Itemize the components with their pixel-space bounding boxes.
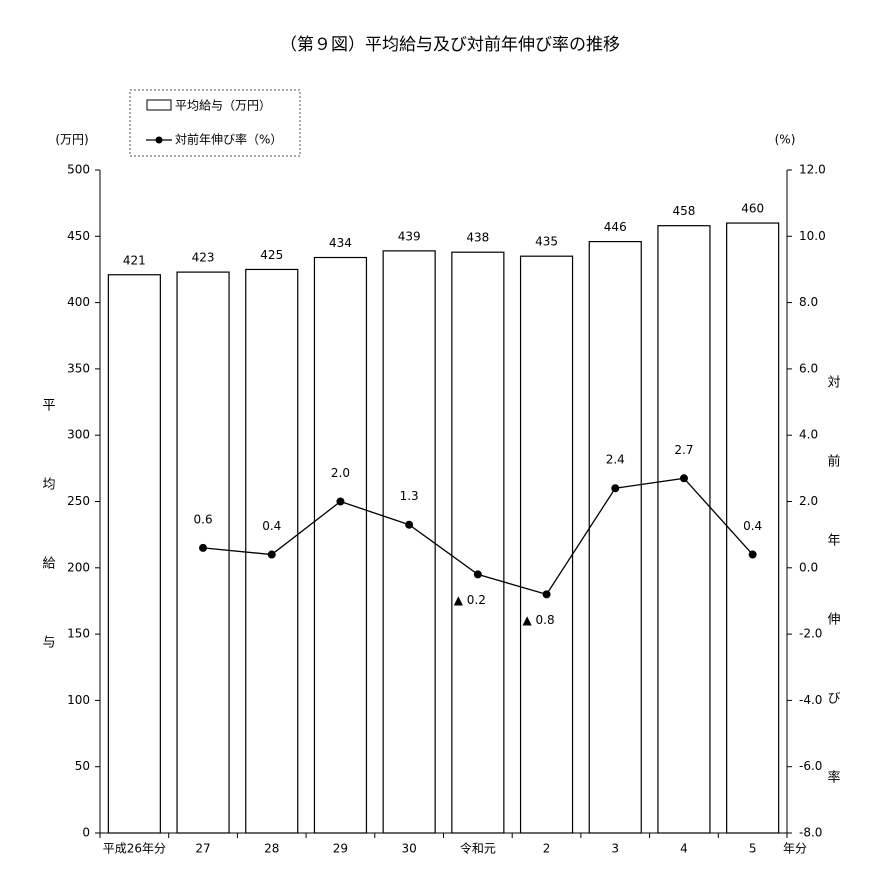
x-tick-label: 平成26年分 [103, 842, 166, 856]
point-label: 0.4 [262, 519, 281, 533]
line-point [542, 590, 551, 599]
point-label: 1.3 [400, 489, 419, 503]
line-point [267, 550, 276, 559]
point-label: ▲ 0.8 [522, 613, 554, 627]
bar [451, 251, 505, 834]
x-tick-label: 27 [195, 842, 210, 856]
y2-tick-label: 4.0 [799, 428, 818, 442]
legend-box [129, 89, 301, 157]
bar-label: 425 [260, 248, 283, 262]
y2-tick-label: -4.0 [799, 693, 822, 707]
y-tick-label: 250 [67, 494, 90, 508]
x-tick-label: 4 [680, 842, 688, 856]
bar-label: 438 [466, 231, 489, 245]
bar [176, 271, 230, 834]
x-tick-label: 3 [611, 842, 619, 856]
line-point [679, 474, 688, 483]
bar [107, 274, 161, 834]
bar [519, 255, 574, 834]
bar [313, 256, 368, 834]
line-point [336, 497, 345, 506]
bar-label: 460 [741, 202, 764, 216]
y2-axis-title: 対前年伸び率 [825, 375, 841, 849]
point-label: 0.6 [194, 512, 213, 526]
x-tick-label: 5 [749, 842, 757, 856]
y-unit: (万円) [55, 133, 88, 147]
point-label: 0.4 [743, 519, 762, 533]
y2-tick-label: 6.0 [799, 361, 818, 375]
bar-label: 446 [604, 220, 627, 234]
y-tick-label: 450 [67, 229, 90, 243]
point-label: 2.0 [331, 466, 350, 480]
point-label: 2.4 [606, 453, 625, 467]
y-axis-title: 平均給与 [40, 398, 56, 714]
y-tick-label: 150 [67, 627, 90, 641]
y-tick-label: 100 [67, 693, 90, 707]
bar-label: 434 [329, 236, 352, 250]
y-tick-label: 500 [67, 163, 90, 177]
y-tick-label: 0 [82, 826, 90, 840]
legend-label: 平均給与（万円） [175, 99, 271, 113]
y2-tick-label: 2.0 [799, 494, 818, 508]
x-tick-label: 28 [264, 842, 279, 856]
bar-label: 435 [535, 235, 558, 249]
x-tick-label: 2 [543, 842, 551, 856]
y2-tick-label: 8.0 [799, 295, 818, 309]
bar [588, 241, 642, 834]
y-tick-label: 400 [67, 295, 90, 309]
line-point [405, 520, 414, 529]
line-point [199, 543, 208, 552]
y2-unit: (%) [775, 133, 796, 147]
point-label: ▲ 0.2 [454, 593, 486, 607]
chart-title: （第９図）平均給与及び対前年伸び率の推移 [280, 35, 620, 55]
y2-tick-label: -8.0 [799, 826, 822, 840]
y2-tick-label: -6.0 [799, 759, 822, 773]
bar-label: 439 [398, 229, 421, 243]
legend-line-dot [155, 136, 163, 144]
y2-tick-label: 12.0 [799, 163, 826, 177]
bar-label: 421 [123, 253, 146, 267]
line-point [748, 550, 757, 559]
bar-label: 458 [672, 204, 695, 218]
legend-bar-icon [146, 99, 172, 111]
bar [657, 225, 711, 834]
y-tick-label: 200 [67, 560, 90, 574]
y2-tick-label: 10.0 [799, 229, 826, 243]
x-tick-label: 30 [402, 842, 417, 856]
legend-label: 対前年伸び率（%） [175, 132, 282, 147]
bar [382, 250, 436, 834]
line-point [611, 484, 620, 493]
y-tick-label: 50 [75, 759, 90, 773]
x-tick-label: 29 [333, 842, 348, 856]
line-point [473, 570, 482, 579]
bar-label: 423 [192, 251, 215, 265]
y-tick-label: 350 [67, 361, 90, 375]
y2-tick-label: 0.0 [799, 560, 818, 574]
point-label: 2.7 [674, 443, 693, 457]
y2-tick-label: -2.0 [799, 627, 822, 641]
bar [726, 222, 780, 834]
x-unit: 年分 [783, 842, 807, 856]
y-tick-label: 300 [67, 428, 90, 442]
x-tick-label: 令和元 [460, 841, 496, 856]
